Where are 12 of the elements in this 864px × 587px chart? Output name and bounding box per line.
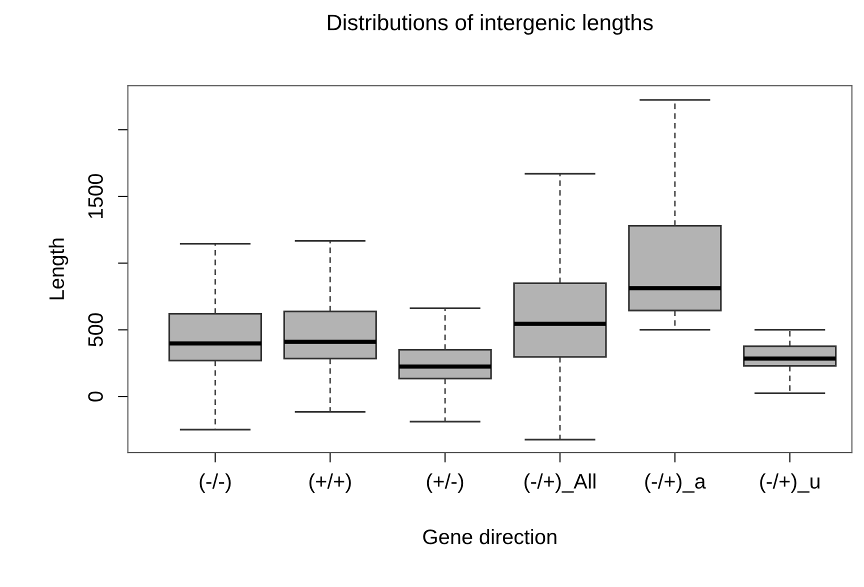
x-tick-label: (-/+)_a	[645, 473, 706, 493]
y-axis-title: Length	[48, 238, 68, 300]
x-axis-title: Gene direction	[423, 528, 556, 544]
x-tick-label: (+/+)	[309, 473, 351, 493]
y-tick-label: 500	[88, 313, 103, 346]
x-tick-label: (-/+)_u	[760, 473, 820, 493]
x-tick-label: (+/-)	[426, 473, 464, 493]
x-tick-label: (-/-)	[200, 473, 231, 493]
y-tick-label: 0	[88, 392, 103, 402]
x-tick-label: (-/+)_All	[524, 473, 596, 493]
y-tick-label: 1500	[88, 174, 103, 218]
chart-title: Distributions of intergenic lengths	[328, 14, 653, 35]
